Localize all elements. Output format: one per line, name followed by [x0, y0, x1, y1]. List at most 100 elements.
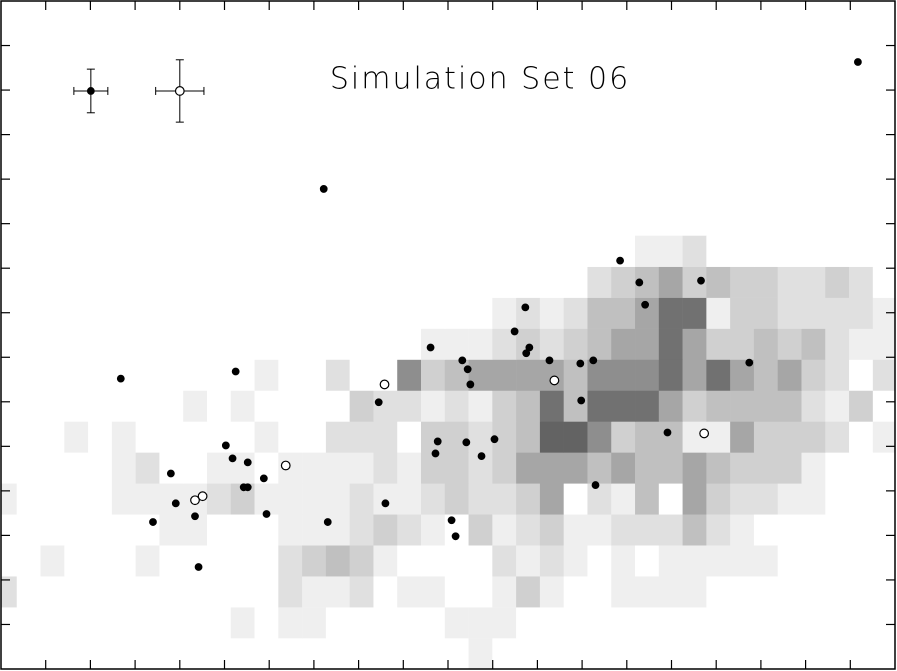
heat-cell — [40, 638, 65, 669]
heat-cell — [40, 514, 65, 546]
heat-cell — [1, 452, 18, 484]
heat-cell — [516, 638, 541, 669]
heat-cell — [682, 390, 707, 422]
heat-cell — [539, 576, 564, 608]
heat-cell — [88, 266, 113, 298]
heat-cell — [135, 421, 160, 453]
heat-cell — [254, 297, 279, 329]
point-filled — [577, 396, 586, 405]
heat-cell — [349, 514, 374, 546]
heat-cell — [135, 576, 160, 608]
heat-cell — [159, 235, 184, 267]
point-open — [549, 375, 560, 386]
heat-cell — [111, 607, 136, 639]
heat-cell — [658, 235, 683, 267]
heat-cell — [397, 576, 422, 608]
heat-cell — [373, 328, 398, 360]
heat-cell — [278, 638, 303, 669]
heat-cell — [230, 545, 255, 577]
heat-cell — [254, 390, 279, 422]
point-filled — [522, 349, 531, 358]
heat-cell — [587, 266, 612, 298]
heat-cell — [278, 514, 303, 546]
heat-cell — [183, 359, 208, 391]
point-filled — [490, 435, 499, 444]
heat-cell — [777, 390, 802, 422]
heat-cell — [373, 483, 398, 515]
chart-title: Simulation Set 06 — [330, 62, 630, 97]
heat-cell — [611, 514, 636, 546]
heat-cell — [1, 607, 18, 639]
heat-cell — [563, 235, 588, 267]
heat-cell — [658, 452, 683, 484]
heat-cell — [349, 607, 374, 639]
heat-cell — [302, 452, 327, 484]
point-filled — [635, 278, 644, 287]
heat-cell — [302, 390, 327, 422]
heat-cell — [682, 235, 707, 267]
heat-cell — [587, 514, 612, 546]
heat-cell — [16, 545, 41, 577]
heat-cell — [16, 576, 41, 608]
heat-cell — [753, 266, 779, 298]
heat-cell — [159, 607, 184, 639]
heat-cell — [587, 452, 612, 484]
heat-cell — [349, 266, 374, 298]
heat-cell — [111, 297, 136, 329]
heat-cell — [421, 452, 446, 484]
point-filled — [191, 512, 199, 521]
heat-cell — [397, 483, 422, 515]
heat-cell — [349, 328, 374, 360]
heat-cell — [777, 545, 802, 577]
heat-cell — [801, 235, 826, 267]
heat-cell — [730, 297, 755, 329]
point-filled — [458, 356, 467, 365]
heat-cell — [325, 297, 350, 329]
heat-cell — [611, 359, 636, 391]
heat-cell — [111, 328, 136, 360]
heat-cell — [563, 266, 588, 298]
heat-cell — [825, 328, 850, 360]
heat-cell — [492, 545, 517, 577]
heat-cell — [254, 638, 279, 669]
heat-cell — [302, 297, 327, 329]
heat-cell — [468, 607, 493, 639]
heat-cell — [111, 452, 136, 484]
heat-cell — [183, 266, 208, 298]
heat-cell — [706, 452, 731, 484]
point-filled — [259, 474, 268, 483]
heat-cell — [516, 576, 541, 608]
heat-cell — [40, 266, 65, 298]
point-filled — [745, 358, 754, 367]
heat-cell — [516, 235, 541, 267]
heat-cell — [325, 607, 350, 639]
heat-cell — [1, 359, 18, 391]
heat-cell — [421, 421, 446, 453]
point-filled — [521, 303, 530, 312]
heat-cell — [777, 235, 802, 267]
heat-cell — [421, 514, 446, 546]
heat-cell — [88, 576, 113, 608]
heat-cell — [1, 328, 18, 360]
heat-cell — [849, 545, 874, 577]
heat-cell — [421, 390, 446, 422]
heat-cell — [349, 297, 374, 329]
heat-cell — [16, 359, 41, 391]
heat-cell — [658, 328, 683, 360]
heat-cell — [539, 607, 564, 639]
heat-cell — [492, 638, 517, 669]
heat-cell — [801, 266, 826, 298]
heat-cell — [730, 452, 755, 484]
heat-cell — [135, 390, 160, 422]
heat-cell — [777, 576, 802, 608]
heat-cell — [849, 390, 874, 422]
heat-cell — [64, 235, 89, 267]
heat-cell — [849, 297, 874, 329]
heat-cell — [444, 607, 469, 639]
heat-cell — [444, 235, 469, 267]
heat-cell — [206, 390, 232, 422]
heat-cell — [801, 390, 826, 422]
heat-cell — [658, 390, 683, 422]
heat-cell — [183, 607, 208, 639]
